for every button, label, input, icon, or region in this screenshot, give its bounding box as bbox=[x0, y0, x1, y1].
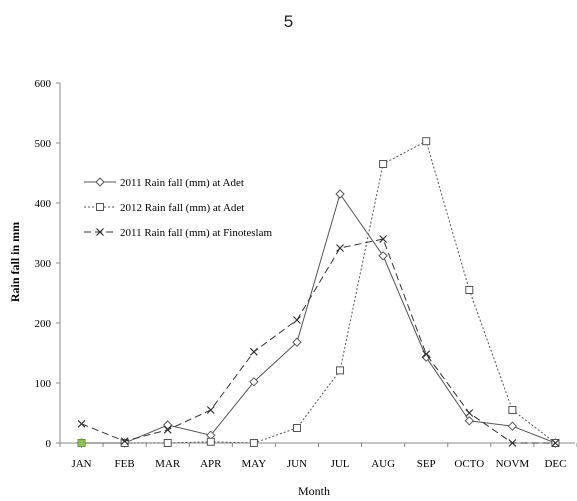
data-point-s1-novm bbox=[507, 421, 518, 431]
legend-label: 2011 Rain fall (mm) at Finoteslam bbox=[120, 227, 272, 239]
y-tick-label: 100 bbox=[35, 378, 52, 390]
data-point-s3-jun bbox=[293, 316, 301, 324]
data-point-s3-novm bbox=[508, 439, 517, 447]
x-tick-label: FEB bbox=[115, 458, 135, 470]
marker-stroke bbox=[120, 437, 129, 446]
marker-stroke bbox=[551, 439, 560, 447]
x-tick-label: JAN bbox=[71, 458, 91, 470]
data-point-s2-jul bbox=[336, 366, 345, 375]
marker-stroke bbox=[293, 316, 301, 324]
x-tick-label: MAY bbox=[242, 458, 267, 470]
x-tick-label: SEP bbox=[417, 458, 436, 470]
data-point-s1-jun bbox=[292, 337, 302, 347]
data-point-s3-aug bbox=[379, 235, 388, 243]
x-tick-label: MAR bbox=[155, 458, 181, 470]
data-point-s3-mar bbox=[163, 425, 172, 434]
y-tick-label: 500 bbox=[35, 138, 52, 150]
series-2 bbox=[77, 137, 560, 447]
x-tick-label: JUL bbox=[331, 458, 350, 470]
marker-stroke bbox=[465, 409, 474, 417]
legend-label: 2011 Rain fall (mm) at Adet bbox=[120, 177, 244, 189]
data-point-s2-aug bbox=[379, 160, 388, 168]
legend-item-2: 2012 Rain fall (mm) at Adet bbox=[84, 202, 244, 214]
marker-stroke bbox=[96, 228, 104, 236]
marker-stroke bbox=[422, 350, 431, 359]
series-layer bbox=[76, 137, 561, 448]
marker-stroke bbox=[336, 244, 344, 252]
data-point-s2-novm bbox=[508, 406, 517, 414]
x-tick-label: OCTO bbox=[454, 458, 484, 470]
marker-stroke bbox=[249, 347, 258, 356]
legend-marker bbox=[96, 228, 104, 236]
legend-label: 2012 Rain fall (mm) at Adet bbox=[120, 202, 244, 214]
data-point-s2-may bbox=[249, 439, 258, 447]
legend-item-3: 2011 Rain fall (mm) at Finoteslam bbox=[84, 227, 272, 239]
data-point-s2-jun bbox=[292, 424, 301, 432]
x-tick-label: DEC bbox=[544, 458, 566, 470]
data-point-s1-jul bbox=[335, 189, 345, 199]
highlight-point bbox=[77, 439, 86, 447]
marker-stroke bbox=[163, 425, 172, 434]
data-point-s1-may bbox=[249, 377, 259, 387]
data-point-s3-apr bbox=[206, 406, 215, 414]
y-tick-label: 200 bbox=[35, 318, 52, 330]
y-tick-label: 0 bbox=[46, 438, 52, 450]
legend: 2011 Rain fall (mm) at Adet 2012 Rain fal… bbox=[84, 177, 272, 239]
legend-item-1: 2011 Rain fall (mm) at Adet bbox=[84, 177, 244, 189]
data-point-s3-jan bbox=[77, 419, 86, 428]
marker-stroke bbox=[77, 419, 86, 428]
data-point-s1-aug bbox=[378, 251, 388, 261]
data-point-s1-octo bbox=[464, 416, 474, 426]
x-axis-label: Month bbox=[298, 484, 330, 498]
x-tick-label: NOVM bbox=[496, 458, 530, 470]
data-point-s3-dec bbox=[551, 439, 560, 447]
data-point-s3-octo bbox=[465, 409, 474, 417]
data-point-s1-sep bbox=[421, 352, 431, 362]
data-point-s2-mar bbox=[163, 439, 172, 447]
series-line-1 bbox=[81, 192, 556, 444]
marker-stroke bbox=[379, 235, 388, 243]
series-3 bbox=[77, 235, 560, 447]
legend-marker bbox=[96, 203, 104, 211]
x-tick-label: JUN bbox=[287, 458, 307, 470]
legend-marker bbox=[95, 177, 105, 187]
data-point-s2-feb bbox=[120, 439, 129, 447]
data-point-s3-jul bbox=[336, 244, 344, 252]
y-tick-label: 600 bbox=[35, 78, 52, 90]
axes: 0 100 200 300 400 500 600 JAN FEB MAR APR MAY JUN JUL… bbox=[35, 78, 577, 470]
data-point-s2-octo bbox=[465, 286, 474, 294]
x-tick-label: AUG bbox=[371, 458, 395, 470]
series-line-2 bbox=[81, 140, 556, 444]
y-tick-label: 400 bbox=[35, 198, 52, 210]
data-point-s2-sep bbox=[422, 137, 431, 146]
data-point-s2-apr bbox=[206, 437, 215, 446]
marker-stroke bbox=[206, 406, 215, 414]
page-number: 5 bbox=[283, 12, 294, 31]
data-point-s3-feb bbox=[120, 437, 129, 446]
x-tick-label: APR bbox=[200, 458, 222, 470]
series-line-3 bbox=[81, 238, 556, 444]
data-point-s3-sep bbox=[422, 350, 431, 359]
data-point-s3-may bbox=[249, 347, 258, 356]
y-tick-label: 300 bbox=[35, 258, 52, 270]
marker-stroke bbox=[508, 439, 517, 447]
y-axis-label: Rain fall in mm bbox=[8, 222, 22, 302]
